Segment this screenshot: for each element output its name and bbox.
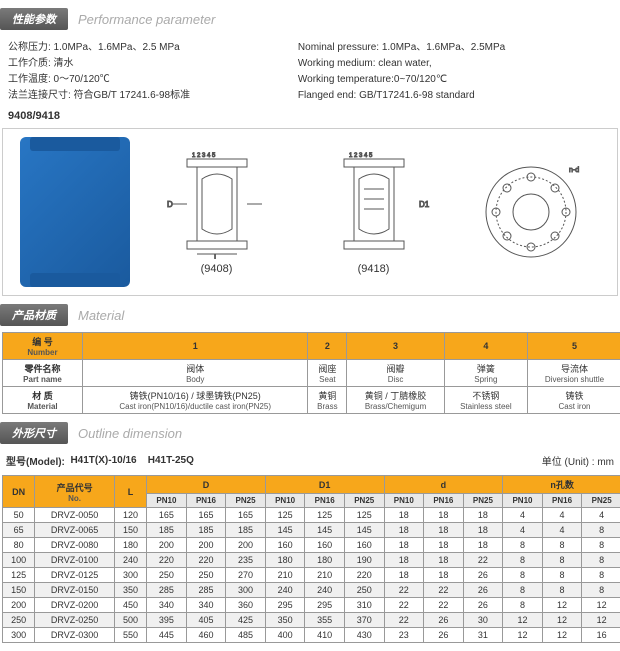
diagram-9418: D11 2 3 4 5 (9418)	[304, 142, 444, 282]
svg-text:n-d: n-d	[569, 167, 579, 174]
dim-badge: 外形尺寸	[0, 422, 68, 444]
valve-photo	[20, 137, 130, 287]
table-row: 150DRVZ-01503502852853002402402502222268…	[3, 583, 620, 598]
model-line: 型号(Model): H41T(X)-10/16 H41T-25Q 单位 (Un…	[0, 450, 620, 471]
mat-title: Material	[78, 308, 124, 323]
dim-header: 外形尺寸 Outline dimension	[0, 422, 620, 444]
diagram-9408: DL1 2 3 4 5 (9408)	[147, 142, 287, 282]
perf-l3: 工作温度: 0～70/120℃	[8, 72, 298, 88]
dim-title: Outline dimension	[78, 426, 182, 441]
perf-r2: Working medium: clean water,	[298, 56, 612, 72]
diagram-area: DL1 2 3 4 5 (9408) D11 2 3 4 5 (9418) n-…	[2, 128, 618, 296]
svg-text:L: L	[214, 254, 219, 259]
perf-r1: Nominal pressure: 1.0MPa、1.6MPa、2.5MPa	[298, 40, 612, 56]
diagram-flange: n-d	[461, 142, 601, 282]
svg-text:1 2 3 4 5: 1 2 3 4 5	[192, 153, 216, 159]
table-row: 100DRVZ-01002402202202351801801901818228…	[3, 553, 620, 568]
svg-text:D: D	[167, 200, 173, 209]
table-row: 250DRVZ-02505003954054253503553702226301…	[3, 613, 620, 628]
table-row: 200DRVZ-02004503403403602952953102222268…	[3, 598, 620, 613]
perf-title: Performance parameter	[78, 12, 215, 27]
table-row: 80DRVZ-008018020020020016016016018181888…	[3, 538, 620, 553]
perf-l4: 法兰连接尺寸: 符合GB/T 17241.6-98标准	[8, 88, 298, 104]
material-table: 编 号Number 1 2 3 4 5 零件名称Part name 阀体Body…	[2, 332, 620, 414]
table-row: 65DRVZ-006515018518518514514514518181844…	[3, 523, 620, 538]
svg-text:1 2 3 4 5: 1 2 3 4 5	[349, 153, 373, 159]
table-row: 300DRVZ-03005504454604854004104302326311…	[3, 628, 620, 643]
perf-header: 性能参数 Performance parameter	[0, 8, 620, 30]
table-row: 50DRVZ-005012016516516512512512518181844…	[3, 508, 620, 523]
perf-badge: 性能参数	[0, 8, 68, 30]
perf-r4: Flanged end: GB/T17241.6-98 standard	[298, 88, 612, 104]
model-number: 9408/9418	[0, 108, 620, 124]
perf-r3: Working temperature:0~70/120℃	[298, 72, 612, 88]
svg-text:D1: D1	[419, 200, 430, 209]
perf-l2: 工作介质: 清水	[8, 56, 298, 72]
dimension-table: DN 产品代号No. L D D1 d n孔数 PN10PN16PN25 PN1…	[2, 475, 620, 643]
perf-l1: 公称压力: 1.0MPa、1.6MPa、2.5 MPa	[8, 40, 298, 56]
mat-header: 产品材质 Material	[0, 304, 620, 326]
mat-badge: 产品材质	[0, 304, 68, 326]
perf-params: 公称压力: 1.0MPa、1.6MPa、2.5 MPa 工作介质: 清水 工作温…	[0, 36, 620, 108]
table-row: 125DRVZ-01253002502502702102102201818268…	[3, 568, 620, 583]
